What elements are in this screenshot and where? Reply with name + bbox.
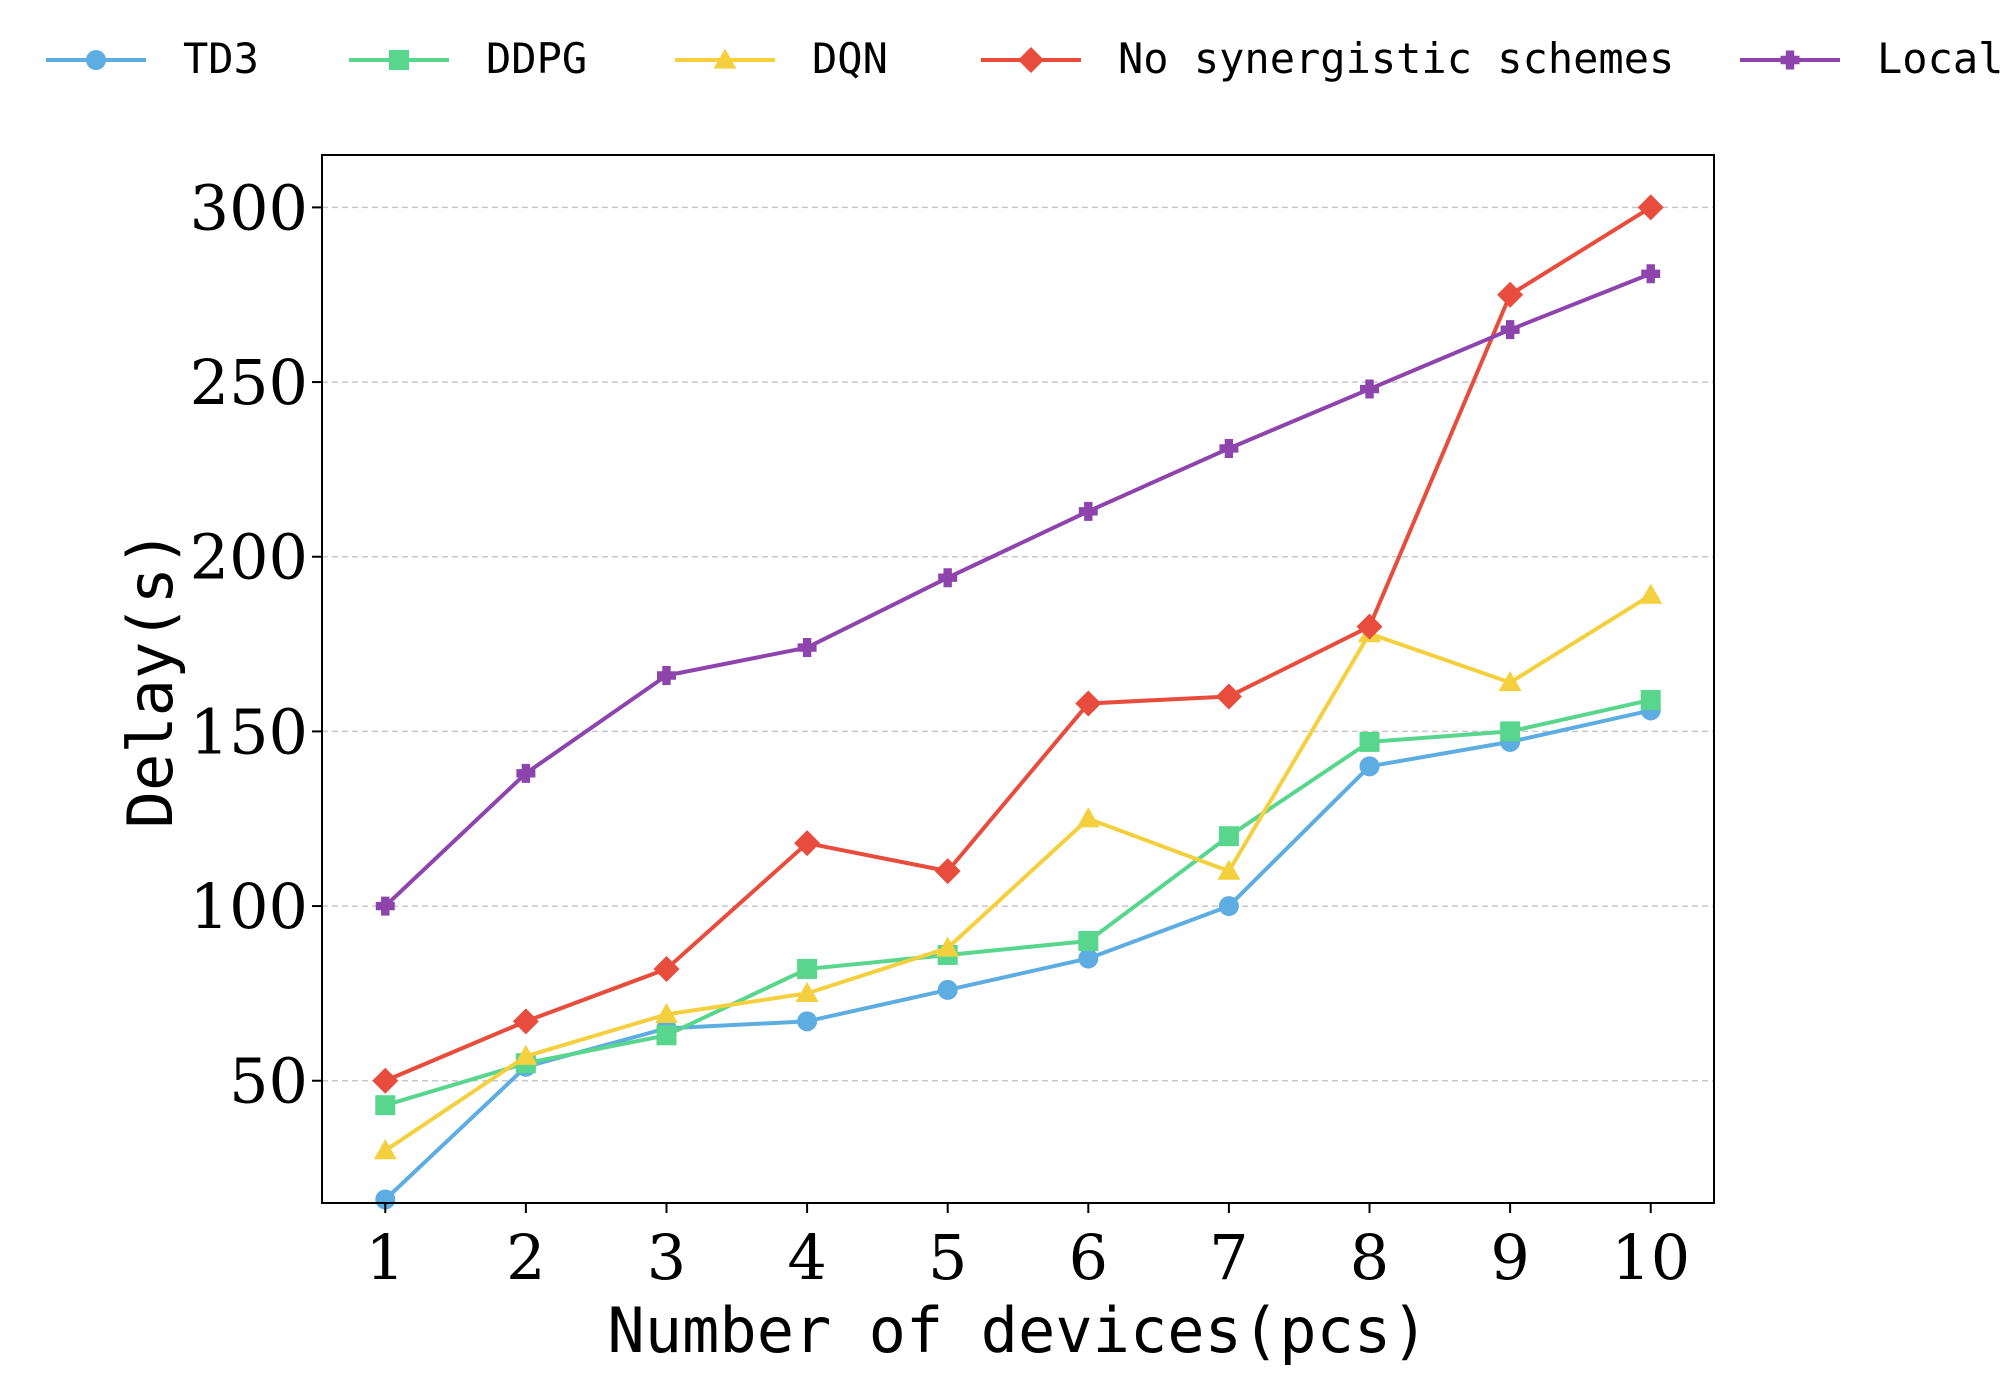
series-td3	[375, 700, 1661, 1210]
y-tick-label: 300	[190, 171, 308, 244]
series-line-dqn	[384, 593, 1652, 1153]
data-point-local	[1078, 501, 1098, 521]
data-point-local	[1641, 264, 1661, 284]
legend-marker-dqn	[713, 48, 737, 69]
data-point-dqn	[1639, 583, 1663, 604]
data-point-no-synergistic-schemes	[794, 830, 821, 857]
series-line-no-synergistic-schemes	[384, 205, 1652, 1083]
legend-marker-td3	[86, 50, 106, 70]
legend-marker-ddpg	[389, 50, 409, 70]
data-point-no-synergistic-schemes	[1637, 194, 1664, 221]
data-point-local	[1360, 379, 1380, 399]
data-point-no-synergistic-schemes	[512, 1008, 539, 1035]
data-point-no-synergistic-schemes	[1215, 683, 1242, 710]
legend-item-local: Local	[1740, 34, 2002, 83]
legend-label-td3: TD3	[183, 34, 259, 83]
legend-label-ddpg: DDPG	[486, 34, 587, 83]
x-tick-label: 7	[1209, 1221, 1248, 1294]
data-point-local	[516, 763, 536, 783]
data-point-no-synergistic-schemes	[1356, 613, 1383, 640]
x-tick-label: 9	[1490, 1221, 1529, 1294]
x-tick-label: 5	[928, 1221, 967, 1294]
data-point-no-synergistic-schemes	[1497, 281, 1524, 308]
y-tick-label: 200	[190, 521, 308, 594]
legend-marker-no-synergistic-schemes	[1018, 47, 1044, 73]
series-line-td3	[383, 708, 1652, 1201]
series-lines	[372, 194, 1664, 1210]
data-point-td3	[1078, 948, 1099, 969]
legend-item-ddpg: DDPG	[349, 34, 587, 83]
data-point-td3	[1359, 756, 1380, 777]
data-point-local	[1500, 320, 1520, 340]
data-point-local	[656, 666, 676, 686]
legend: TD3 DDPG DQN No synergistic schemes Local	[46, 34, 2002, 83]
data-point-no-synergistic-schemes	[934, 858, 961, 885]
data-point-ddpg	[797, 958, 818, 979]
legend-marker-local	[1780, 50, 1800, 70]
legend-label-local: Local	[1877, 34, 2002, 83]
data-point-ddpg	[1500, 721, 1521, 742]
data-point-ddpg	[656, 1025, 677, 1046]
series-no-synergistic-schemes	[372, 194, 1664, 1094]
data-point-td3	[1218, 896, 1239, 917]
x-tick-label: 6	[1069, 1221, 1108, 1294]
series-line-local	[383, 271, 1652, 908]
x-tick-label: 3	[647, 1221, 686, 1294]
y-tick-label: 100	[190, 870, 308, 943]
data-point-no-synergistic-schemes	[1075, 690, 1102, 717]
legend-item-td3: TD3	[46, 34, 259, 83]
data-point-ddpg	[375, 1095, 396, 1116]
plot-frame	[321, 154, 1715, 1204]
data-point-ddpg	[1640, 689, 1661, 710]
series-local	[375, 264, 1661, 916]
data-point-dqn	[936, 936, 960, 957]
series-ddpg	[375, 689, 1661, 1116]
data-point-no-synergistic-schemes	[653, 955, 680, 982]
data-point-dqn	[1217, 859, 1241, 880]
data-point-dqn	[1498, 670, 1522, 692]
legend-label-no-synergistic-schemes: No synergistic schemes	[1118, 34, 1674, 83]
series-dqn	[373, 583, 1663, 1160]
y-tick-label: 150	[190, 695, 308, 768]
data-point-local	[797, 638, 817, 658]
x-tick-label: 10	[1611, 1221, 1690, 1294]
data-point-dqn	[795, 981, 819, 1003]
data-point-dqn	[514, 1044, 538, 1065]
data-point-td3	[937, 979, 958, 1000]
y-tick-label: 250	[190, 346, 308, 419]
data-point-ddpg	[1218, 826, 1239, 847]
data-point-dqn	[1076, 807, 1100, 828]
data-point-local	[375, 896, 395, 916]
data-point-td3	[797, 1011, 818, 1032]
data-point-no-synergistic-schemes	[372, 1067, 399, 1094]
x-tick-label: 4	[787, 1221, 826, 1294]
data-point-td3	[375, 1189, 396, 1210]
x-axis-label: Number of devices(pcs)	[607, 1294, 1428, 1367]
axis-ticks: 50 100 150 200 250 300 1 2 3 4 5 6 7 8 9 10	[190, 171, 1691, 1294]
x-tick-label: 1	[366, 1221, 405, 1294]
data-point-local	[1219, 438, 1239, 458]
data-point-local	[938, 568, 958, 588]
y-gridlines	[322, 206, 1714, 1082]
legend-label-dqn: DQN	[812, 34, 888, 83]
x-tick-label: 8	[1350, 1221, 1389, 1294]
series-line-ddpg	[384, 698, 1652, 1108]
data-point-dqn	[373, 1139, 397, 1160]
y-axis-label: Delay(s)	[114, 530, 187, 829]
y-tick-label: 50	[229, 1045, 308, 1118]
data-point-ddpg	[1359, 731, 1380, 752]
legend-item-dqn: DQN	[675, 34, 888, 83]
data-point-dqn	[654, 1002, 678, 1023]
x-tick-label: 2	[506, 1221, 545, 1294]
legend-item-no-synergistic-schemes: No synergistic schemes	[981, 34, 1674, 83]
data-point-ddpg	[1078, 931, 1099, 951]
